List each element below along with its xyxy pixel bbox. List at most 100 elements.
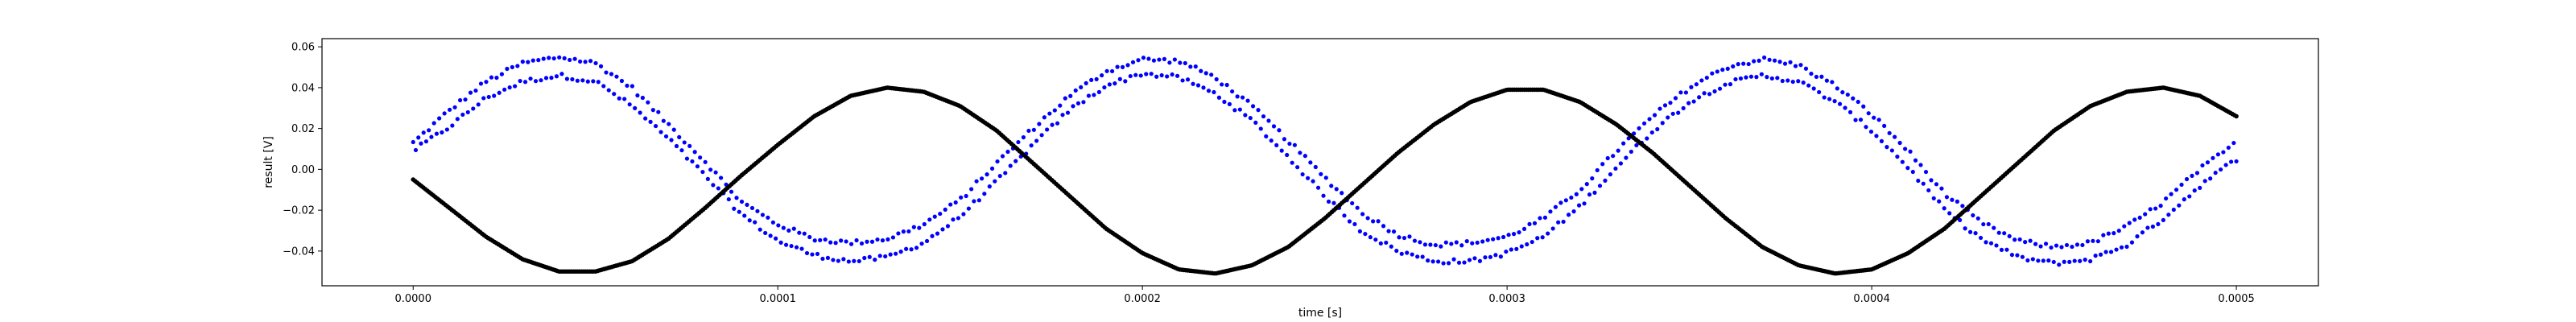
data-point [2182, 197, 2186, 202]
data-point [1227, 101, 1232, 106]
data-point [1509, 247, 1513, 252]
data-point [959, 195, 964, 200]
data-point [896, 231, 901, 236]
data-point [1668, 101, 1673, 105]
data-point [1439, 244, 1443, 249]
data-point [1947, 211, 1952, 216]
data-point [604, 70, 609, 75]
data-point [598, 64, 604, 68]
data-point [1624, 155, 1629, 160]
data-point [956, 216, 961, 221]
data-point [1352, 221, 1357, 227]
data-point [1060, 113, 1065, 118]
data-point [2041, 258, 2046, 263]
data-point [1282, 137, 1287, 142]
data-point [1376, 219, 1381, 224]
data-point [818, 237, 823, 242]
data-point [1611, 154, 1616, 159]
data-point [1269, 138, 1274, 143]
data-point [1394, 248, 1399, 254]
data-point [867, 254, 872, 259]
data-point [1736, 62, 1740, 67]
data-point [575, 78, 580, 83]
y-tick-label: 0.00 [291, 164, 315, 176]
data-point [455, 117, 460, 122]
data-point [1926, 188, 1931, 193]
data-point [1897, 140, 1902, 146]
data-point [1224, 82, 1229, 88]
data-point [1759, 72, 1764, 76]
data-point [831, 258, 836, 262]
data-point [1422, 242, 1428, 247]
data-point [1521, 226, 1527, 231]
data-point [1723, 82, 1728, 87]
data-point [450, 123, 455, 128]
data-point [1699, 78, 1704, 83]
data-point [481, 96, 486, 101]
data-point [1195, 83, 1201, 88]
data-point [554, 74, 559, 79]
data-point [924, 238, 930, 244]
data-point [1780, 78, 1785, 84]
data-point [1574, 192, 1579, 196]
data-point [768, 233, 773, 238]
data-point [1864, 125, 1868, 130]
data-point [1728, 82, 1733, 87]
data-point [541, 56, 546, 61]
data-point [1942, 206, 1946, 211]
data-point [596, 80, 601, 85]
data-point [1407, 234, 1412, 239]
data-point [1796, 79, 1801, 84]
data-point [1916, 178, 1921, 184]
data-point [2231, 140, 2236, 146]
data-point [1311, 179, 1315, 184]
x-tick-label: 0.0002 [1124, 293, 1161, 305]
data-point [1042, 115, 1046, 120]
data-point [1999, 247, 2004, 252]
data-point [1212, 89, 1216, 95]
data-point [1616, 148, 1620, 153]
data-point [2051, 259, 2056, 265]
data-point [1084, 80, 1088, 85]
data-point [1470, 241, 1475, 246]
data-point [1206, 89, 1212, 93]
data-point [2153, 206, 2158, 211]
data-point [471, 106, 476, 111]
data-point [1050, 122, 1055, 127]
data-point [732, 206, 737, 211]
data-point [1683, 90, 1689, 95]
data-point [2013, 237, 2017, 242]
data-point [1065, 110, 1071, 115]
data-point [1241, 95, 1245, 100]
data-point [687, 143, 692, 149]
data-point [766, 215, 770, 220]
data-point [1550, 226, 1555, 231]
data-point [976, 198, 981, 203]
data-point [1801, 80, 1806, 85]
data-point [2036, 258, 2041, 263]
data-point [1180, 78, 1185, 83]
data-point [2023, 240, 2028, 245]
y-tick-label: −0.04 [283, 246, 315, 258]
x-tick-label: 0.0004 [1853, 293, 1890, 305]
data-point [1868, 129, 1874, 134]
data-point [938, 211, 943, 217]
data-point [841, 257, 846, 262]
data-point [1910, 169, 1915, 175]
data-point [2145, 225, 2150, 230]
data-point [1921, 181, 1926, 186]
data-point [1191, 81, 1195, 86]
data-point [745, 202, 749, 207]
data-point [1733, 76, 1738, 82]
data-point [530, 58, 535, 63]
data-point [507, 85, 512, 90]
data-point [2064, 242, 2070, 248]
data-point [1775, 76, 1780, 80]
data-point [1230, 89, 1235, 94]
data-point [894, 251, 898, 256]
data-point [1587, 192, 1592, 197]
data-point [1584, 182, 1589, 187]
data-point [557, 55, 562, 60]
data-point [1939, 186, 1944, 191]
data-point [917, 225, 922, 230]
